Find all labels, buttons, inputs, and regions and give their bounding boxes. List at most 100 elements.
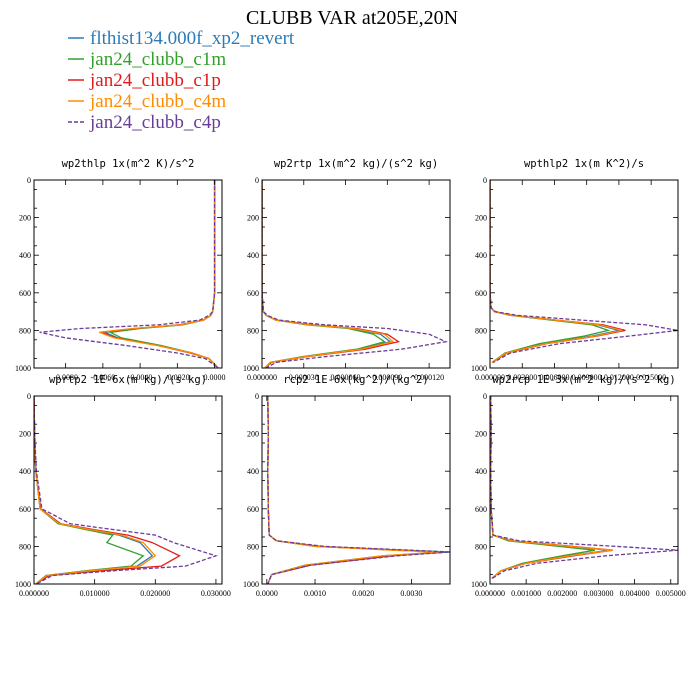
y-tick-label: 200 xyxy=(475,214,487,223)
series-line xyxy=(490,396,678,579)
series-line xyxy=(267,396,450,584)
y-tick-label: 400 xyxy=(247,467,259,476)
y-tick-label: 800 xyxy=(19,542,31,551)
y-tick-label: 600 xyxy=(247,505,259,514)
x-tick-label: 0.006000 xyxy=(539,373,569,382)
series-line xyxy=(490,180,611,363)
x-tick-label: 0.0030 xyxy=(400,589,422,598)
x-tick-label: 0.002000 xyxy=(547,589,577,598)
series-group xyxy=(490,396,678,579)
panel-title: wp2rtp 1x(m^2 kg)/(s^2 kg) xyxy=(274,158,438,170)
plot-frame xyxy=(33,395,223,585)
y-tick-label: 0 xyxy=(483,392,487,401)
series-line xyxy=(34,396,154,584)
series-line xyxy=(262,180,395,368)
x-tick-label: 0.020000 xyxy=(140,589,170,598)
x-tick-label: 0.0000 xyxy=(204,373,226,382)
series-line xyxy=(100,180,219,368)
x-tick-label: 0.0010 xyxy=(304,589,326,598)
panel-title: rcp2 1E-6x(kg^2)/(kg^2) xyxy=(283,374,428,386)
y-tick-label: 800 xyxy=(247,542,259,551)
y-tick-label: 200 xyxy=(19,214,31,223)
series-line xyxy=(490,396,613,579)
legend-item: flthist134.000f_xp2_revert xyxy=(68,28,295,49)
x-tick-label: -0.0040 xyxy=(128,373,153,382)
x-tick-label: 0.030000 xyxy=(201,589,231,598)
y-tick-label: 600 xyxy=(19,289,31,298)
y-tick-label: 200 xyxy=(247,430,259,439)
series-line xyxy=(267,396,446,584)
y-tick-label: 200 xyxy=(19,430,31,439)
y-tick-label: 600 xyxy=(19,505,31,514)
y-tick-label: 400 xyxy=(475,251,487,260)
y-tick-label: 0 xyxy=(255,392,259,401)
legend-item: jan24_clubb_c4m xyxy=(68,91,226,112)
x-tick-label: 0.0020 xyxy=(352,589,374,598)
series-line xyxy=(262,180,387,368)
x-tick-label: 0.0000 xyxy=(256,589,278,598)
x-tick-label: 0.003000 xyxy=(507,373,537,382)
y-tick-label: 600 xyxy=(475,505,487,514)
plot-frame xyxy=(489,179,679,369)
y-tick-label: 400 xyxy=(247,251,259,260)
panel: wpthlp2 1x(m K^2)/s020040060080010000.00… xyxy=(471,158,679,382)
series-line xyxy=(39,180,219,368)
y-tick-label: 200 xyxy=(475,430,487,439)
series-group xyxy=(262,180,449,368)
series-line xyxy=(34,396,145,584)
y-tick-label: 1000 xyxy=(15,364,31,373)
y-tick-label: 1000 xyxy=(243,364,259,373)
legend-label: flthist134.000f_xp2_revert xyxy=(90,28,295,49)
y-tick-label: 600 xyxy=(247,289,259,298)
series-line xyxy=(490,180,626,363)
x-tick-label: 0.009000 xyxy=(572,373,602,382)
plot-frame xyxy=(489,395,679,585)
x-tick-label: 0.000060 xyxy=(331,373,361,382)
series-line xyxy=(34,396,181,584)
legend: flthist134.000f_xp2_revertjan24_clubb_c1… xyxy=(68,28,295,133)
series-group xyxy=(39,180,219,368)
panel: wp2rtp 1x(m^2 kg)/(s^2 kg) 0 200 400 600 800 1… xyxy=(243,158,451,382)
x-tick-label: 0.000090 xyxy=(372,373,402,382)
legend-label: jan24_clubb_c4p xyxy=(89,112,221,133)
y-tick-label: 0 xyxy=(27,176,31,185)
legend-label: jan24_clubb_c1p xyxy=(89,70,221,91)
y-tick-label: 0 xyxy=(27,392,31,401)
series-group xyxy=(490,180,678,363)
panel-title: wp2thlp 1x(m^2 K)/s^2 xyxy=(62,158,195,170)
x-tick-label: 0.012000 xyxy=(604,373,634,382)
plot-frame xyxy=(261,179,451,369)
figure-title: CLUBB VAR at205E,20N xyxy=(246,7,458,29)
series-line xyxy=(267,396,441,584)
panel: wp2thlp 1x(m^2 K)/s^2 0 200 400 600 800 1000 -0… xyxy=(15,158,226,382)
legend-label: jan24_clubb_c1m xyxy=(89,49,226,70)
x-tick-label: 0.010000 xyxy=(80,589,110,598)
x-tick-label: 0.003000 xyxy=(583,589,613,598)
plot-frame xyxy=(33,179,223,369)
x-tick-label: 0.000030 xyxy=(289,373,319,382)
legend-item: jan24_clubb_c1p xyxy=(68,70,221,91)
y-tick-label: 800 xyxy=(247,326,259,335)
legend-item: jan24_clubb_c4p xyxy=(68,112,221,133)
panel: rcp2 1E-6x(kg^2)/(kg^2) 0 200 400 600 800 1000… xyxy=(243,374,451,598)
series-line xyxy=(262,180,401,368)
series-line xyxy=(98,180,219,368)
x-tick-label: 0.000000 xyxy=(475,589,505,598)
panel-title: wp2rcp 1E-3x(m^2 kg)/(s^2 kg) xyxy=(492,374,675,386)
series-line xyxy=(490,180,678,363)
plot-frame xyxy=(261,395,451,585)
y-tick-label: 1000 xyxy=(243,580,259,589)
panel-title: wpthlp2 1x(m K^2)/s xyxy=(524,158,644,170)
series-line xyxy=(490,396,595,579)
series-line xyxy=(262,180,449,368)
series-group xyxy=(267,396,450,584)
y-tick-label: 400 xyxy=(475,467,487,476)
x-tick-label: 0.015000 xyxy=(636,373,666,382)
panel: wp2rcp 1E-3x(m^2 kg)/(s^2 kg) 0 200 400 600 8… xyxy=(471,374,686,598)
series-line xyxy=(267,396,436,584)
x-tick-label: -0.0080 xyxy=(53,373,78,382)
panel: wprtp2 1E-6x(m kg)/(s kg) 0 200 400 600 800 10… xyxy=(15,374,231,598)
series-line xyxy=(490,180,623,363)
x-tick-label: 0.000120 xyxy=(414,373,444,382)
